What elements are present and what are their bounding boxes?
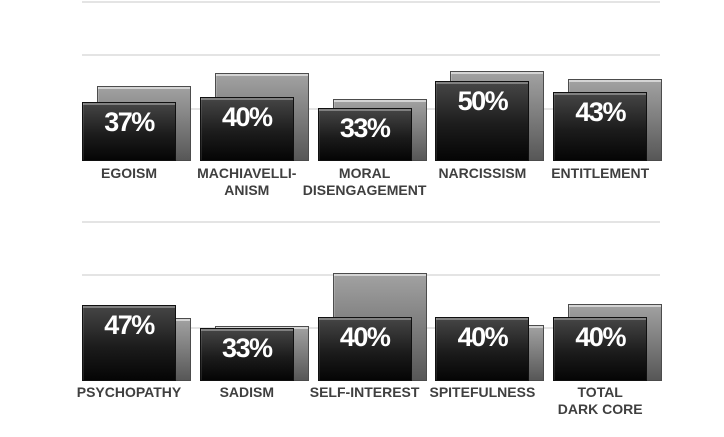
score-bar-machiavellianism: 40% <box>199 97 294 161</box>
comparison-bar-egoism <box>97 85 191 161</box>
bar-group-self-interest: 40% <box>317 221 427 381</box>
category-label-line: DISENGAGEMENT <box>302 181 427 198</box>
gridline <box>82 327 660 330</box>
gridline <box>82 1 660 3</box>
score-value-label: 33% <box>222 332 273 363</box>
category-label-line: EGOISM <box>100 164 157 181</box>
bar-group-spitefulness: 40% <box>435 221 545 381</box>
score-bar-spitefulness: 40% <box>435 316 530 381</box>
score-bar-entitlement: 43% <box>553 92 648 161</box>
score-bar-egoism: 37% <box>82 101 176 161</box>
category-label-egoism: EGOISM <box>54 165 204 182</box>
bar-group-machiavellianism: 40% <box>199 1 309 161</box>
score-bar-narcissism: 50% <box>435 81 530 161</box>
comparison-bar-psychopathy <box>97 318 191 381</box>
category-label-line: DARK CORE <box>557 401 643 417</box>
score-value-label: 47% <box>104 310 155 341</box>
comparison-bar-self-interest <box>332 273 427 381</box>
category-label-line: ANISM <box>224 181 270 198</box>
category-label-line: TOTAL <box>577 384 623 400</box>
category-label-total-dark-core: TOTAL DARK CORE <box>525 384 675 418</box>
bar-group-entitlement: 43% <box>553 1 663 161</box>
category-label-line: SPITEFULNESS <box>429 384 536 400</box>
category-label-line: NARCISSISM <box>438 164 527 181</box>
score-bar-self-interest: 40% <box>317 316 412 381</box>
category-label-moral-disengagement: MORAL DISENGAGEMENT <box>290 165 440 199</box>
category-label-spitefulness: SPITEFULNESS <box>407 384 557 401</box>
comparison-bar-sadism <box>214 326 309 381</box>
gridline <box>82 220 660 223</box>
score-value-label: 33% <box>339 113 391 144</box>
category-label-machiavellianism: MACHIAVELLI- ANISM <box>172 165 322 199</box>
category-label-line: MORAL <box>338 164 391 181</box>
score-bar-total-dark-core: 40% <box>553 316 648 381</box>
category-label-self-interest: SELF-INTEREST <box>290 384 440 401</box>
gridline <box>82 273 660 276</box>
score-value-label: 40% <box>575 321 626 352</box>
gridline <box>82 54 660 57</box>
score-value-label: 40% <box>339 321 391 352</box>
score-bar-psychopathy: 47% <box>82 305 176 381</box>
score-value-label: 40% <box>222 102 273 132</box>
score-bar-sadism: 33% <box>199 327 294 381</box>
category-label-line: PSYCHOPATHY <box>76 384 182 400</box>
score-value-label: 50% <box>457 86 509 116</box>
score-value-label: 37% <box>104 106 155 137</box>
score-bar-moral-disengagement: 33% <box>317 108 412 161</box>
category-label-psychopathy: PSYCHOPATHY <box>54 384 204 401</box>
score-value-label: 43% <box>575 97 626 128</box>
comparison-bar-entitlement <box>568 79 663 161</box>
category-label-line: ENTITLEMENT <box>551 164 650 181</box>
bar-group-moral-disengagement: 33% <box>317 1 427 161</box>
comparison-bar-machiavellianism <box>214 73 309 161</box>
comparison-bar-total-dark-core <box>568 303 663 381</box>
comparison-bar-narcissism <box>450 71 545 161</box>
category-label-narcissism: NARCISSISM <box>407 165 557 182</box>
comparison-bar-spitefulness <box>450 324 545 381</box>
comparison-bar-moral-disengagement <box>332 98 427 161</box>
category-label-line: SADISM <box>219 384 275 400</box>
bar-group-sadism: 33% <box>199 221 309 381</box>
bar-group-egoism: 37% <box>82 1 191 161</box>
bar-group-narcissism: 50% <box>435 1 545 161</box>
category-label-sadism: SADISM <box>172 384 322 401</box>
category-label-line: SELF-INTEREST <box>309 384 420 400</box>
category-label-line: MACHIAVELLI- <box>197 164 297 181</box>
bar-group-total-dark-core: 40% <box>553 221 663 381</box>
gridline <box>82 107 660 110</box>
category-label-entitlement: ENTITLEMENT <box>525 165 675 182</box>
bar-group-psychopathy: 47% <box>82 221 191 381</box>
score-value-label: 40% <box>457 321 509 352</box>
